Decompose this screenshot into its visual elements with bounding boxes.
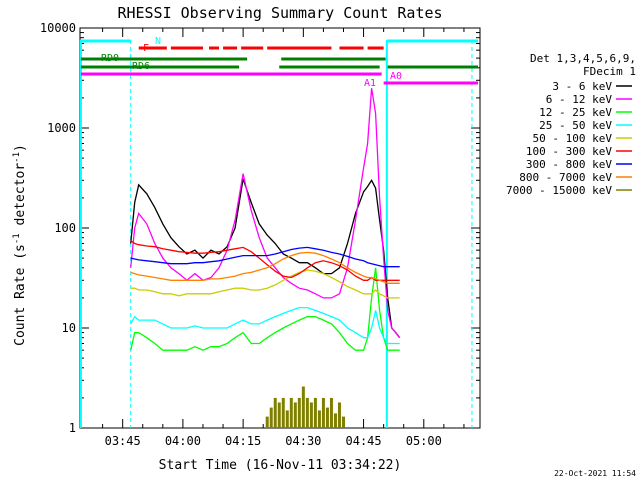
annotation-n: N bbox=[155, 36, 161, 47]
plot-layer: 1 10 100 1000 10000 03:45 04:00 04:15 04:30 04:45… bbox=[40, 21, 481, 448]
legend-entry-label: 6 - 12 keV bbox=[546, 93, 613, 106]
annotation-f: F bbox=[143, 43, 149, 54]
y-axis-title-mid: detector bbox=[13, 163, 28, 234]
y-tick-label: 100 bbox=[54, 221, 76, 235]
legend-header: FDecim 1 bbox=[583, 65, 636, 78]
series-line-5 bbox=[130, 269, 400, 299]
y-axis-title-sup2: -1 bbox=[12, 152, 22, 163]
x-tick-label: 05:00 bbox=[406, 434, 442, 448]
y-tick-label: 1000 bbox=[47, 121, 76, 135]
series-line-3 bbox=[130, 267, 400, 351]
y-tick-label: 10000 bbox=[40, 21, 76, 35]
y-tick-label: 1 bbox=[69, 421, 76, 435]
y-axis-title-sup1: -1 bbox=[12, 233, 22, 244]
y-axis-title-main: Count Rate (s bbox=[13, 244, 28, 346]
footer-timestamp: 22-Oct-2021 11:54 bbox=[554, 469, 636, 478]
series-line-2 bbox=[130, 88, 401, 339]
x-tick-label: 04:15 bbox=[225, 434, 261, 448]
series-line-7 bbox=[130, 246, 400, 268]
annotation-rd6: RD6 bbox=[132, 61, 150, 72]
annotation-a1: A1 bbox=[364, 78, 376, 89]
x-axis-title: Start Time (16-Nov-11 03:34:22) bbox=[159, 458, 402, 473]
x-tick-label: 04:30 bbox=[285, 434, 321, 448]
series-line-6 bbox=[130, 239, 400, 281]
y-tick-label: 10 bbox=[62, 321, 76, 335]
y-axis-title-end: ) bbox=[13, 144, 28, 152]
x-tick-label: 03:45 bbox=[105, 434, 141, 448]
y-axis-title: Count Rate (s-1 detector-1) bbox=[12, 144, 28, 346]
legend-entry-label: 300 - 800 keV bbox=[526, 158, 612, 171]
legend-header: Det 1,3,4,5,6,9, bbox=[530, 52, 636, 65]
plot-frame bbox=[79, 27, 481, 429]
x-tick-label: 04:00 bbox=[165, 434, 201, 448]
legend-entry-label: 12 - 25 keV bbox=[539, 106, 612, 119]
legend-entry-label: 50 - 100 keV bbox=[533, 132, 613, 145]
legend-entry-label: 25 - 50 keV bbox=[539, 119, 612, 132]
x-tick-label: 04:45 bbox=[346, 434, 382, 448]
series-line-4 bbox=[130, 306, 400, 345]
legend-entry-label: 800 - 7000 keV bbox=[519, 171, 612, 184]
annotation-rd0: RD0 bbox=[101, 53, 119, 64]
annotation-a0: A0 bbox=[390, 71, 402, 82]
chart-title: RHESSI Observing Summary Count Rates bbox=[117, 4, 442, 22]
series-line-8 bbox=[130, 251, 400, 284]
series-line-1 bbox=[130, 178, 401, 339]
legend-entry-label: 100 - 300 keV bbox=[526, 145, 612, 158]
legend-entry-label: 3 - 6 keV bbox=[552, 80, 612, 93]
legend-entry-label: 7000 - 15000 keV bbox=[506, 184, 612, 197]
